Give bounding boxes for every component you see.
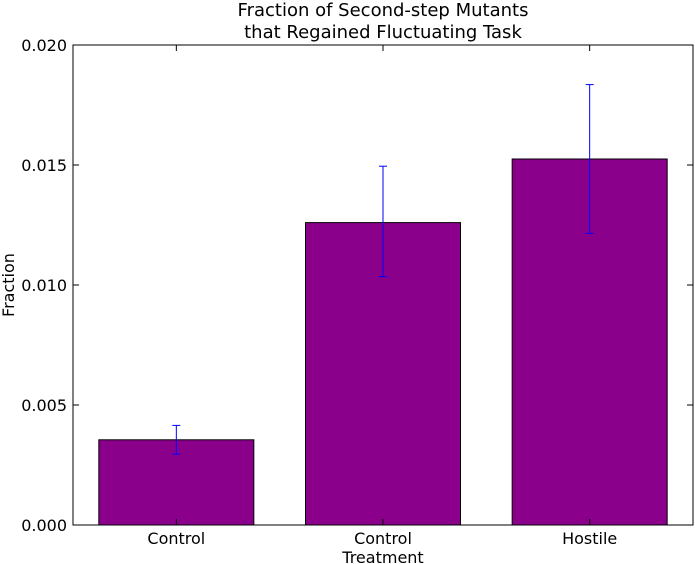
y-tick-label-1: 0.005 — [21, 396, 67, 415]
x-tick-label-1: Control — [354, 529, 412, 548]
x-tick-label-2: Hostile — [562, 529, 617, 548]
y-tick-label-4: 0.020 — [21, 36, 67, 55]
chart-title-line-2: that Regained Fluctuating Task — [244, 22, 522, 43]
x-axis-ticks: Control Control Hostile — [147, 45, 617, 548]
y-tick-label-3: 0.015 — [21, 156, 67, 175]
x-axis-label: Treatment — [341, 548, 423, 564]
x-tick-label-0: Control — [147, 529, 205, 548]
y-tick-label-0: 0.000 — [21, 516, 67, 535]
chart-title-line-1: Fraction of Second-step Mutants — [238, 0, 529, 21]
y-axis-ticks: 0.000 0.005 0.010 0.015 0.020 — [21, 36, 693, 535]
y-axis-label: Fraction — [0, 253, 18, 317]
error-bars-group — [172, 84, 594, 455]
y-tick-label-2: 0.010 — [21, 276, 67, 295]
